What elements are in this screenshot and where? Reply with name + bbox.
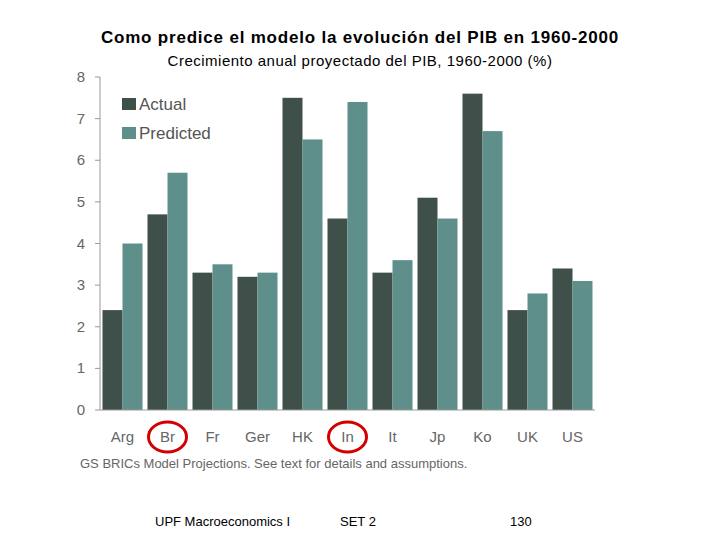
legend-label: Predicted (139, 124, 211, 143)
bar (238, 277, 258, 410)
x-tick-label: Ko (473, 428, 491, 445)
bar (393, 260, 413, 410)
source-note: GS BRICs Model Projections. See text for… (80, 456, 467, 471)
y-tick-label: 4 (77, 235, 85, 252)
x-tick-label: Ger (245, 428, 270, 445)
y-tick-label: 5 (77, 193, 85, 210)
footer-page: 130 (510, 514, 532, 529)
y-tick (95, 243, 100, 244)
bar (103, 310, 123, 410)
x-tick-label: HK (292, 428, 313, 445)
bar (123, 244, 143, 411)
y-tick (95, 77, 100, 78)
x-tick-label: It (388, 428, 397, 445)
bar (438, 219, 458, 410)
bar (553, 268, 573, 410)
footer-set: SET 2 (340, 514, 376, 529)
y-tick (95, 160, 100, 161)
title: Como predice el modelo la evolución del … (101, 28, 619, 47)
bar (418, 198, 438, 410)
x-tick-label: Br (160, 428, 175, 445)
legend-label: Actual (139, 95, 186, 114)
subtitle: Crecimiento anual proyectado del PIB, 19… (168, 52, 553, 69)
x-tick-label: Jp (430, 428, 446, 445)
y-tick-label: 3 (77, 276, 85, 293)
x-tick-label: In (341, 428, 354, 445)
x-tick-label: US (562, 428, 583, 445)
bar (528, 293, 548, 410)
y-tick (95, 285, 100, 286)
bar (328, 219, 348, 410)
y-tick-label: 8 (77, 68, 85, 85)
y-tick-label: 7 (77, 110, 85, 127)
y-tick (95, 118, 100, 119)
bar (213, 264, 233, 410)
y-axis (100, 77, 101, 410)
y-tick-label: 0 (77, 401, 85, 418)
legend-swatch (122, 98, 136, 110)
bar (463, 94, 483, 410)
bar (283, 98, 303, 410)
x-tick-label: Fr (205, 428, 219, 445)
highlight-circle (149, 422, 187, 452)
bar (373, 273, 393, 410)
bar (168, 173, 188, 410)
legend-swatch (122, 127, 136, 139)
y-tick (95, 368, 100, 369)
y-tick-label: 6 (77, 151, 85, 168)
y-tick (95, 326, 100, 327)
bar (193, 273, 213, 410)
bar (148, 214, 168, 410)
bar (573, 281, 593, 410)
x-tick-label: Arg (111, 428, 134, 445)
bar (303, 139, 323, 410)
bars (103, 94, 593, 410)
y-tick (95, 201, 100, 202)
bar (508, 310, 528, 410)
x-axis (100, 410, 595, 411)
x-tick-label: UK (517, 428, 538, 445)
bar (348, 102, 368, 410)
y-tick (95, 410, 100, 411)
y-tick-label: 1 (77, 359, 85, 376)
bar (483, 131, 503, 410)
chart-svg: Como predice el modelo la evolución del … (0, 0, 720, 540)
footer-course: UPF Macroeconomics I (155, 514, 290, 529)
y-tick-label: 2 (77, 318, 85, 335)
bar (258, 273, 278, 410)
highlight-circle (329, 422, 367, 452)
chart-root: Como predice el modelo la evolución del … (0, 0, 720, 540)
